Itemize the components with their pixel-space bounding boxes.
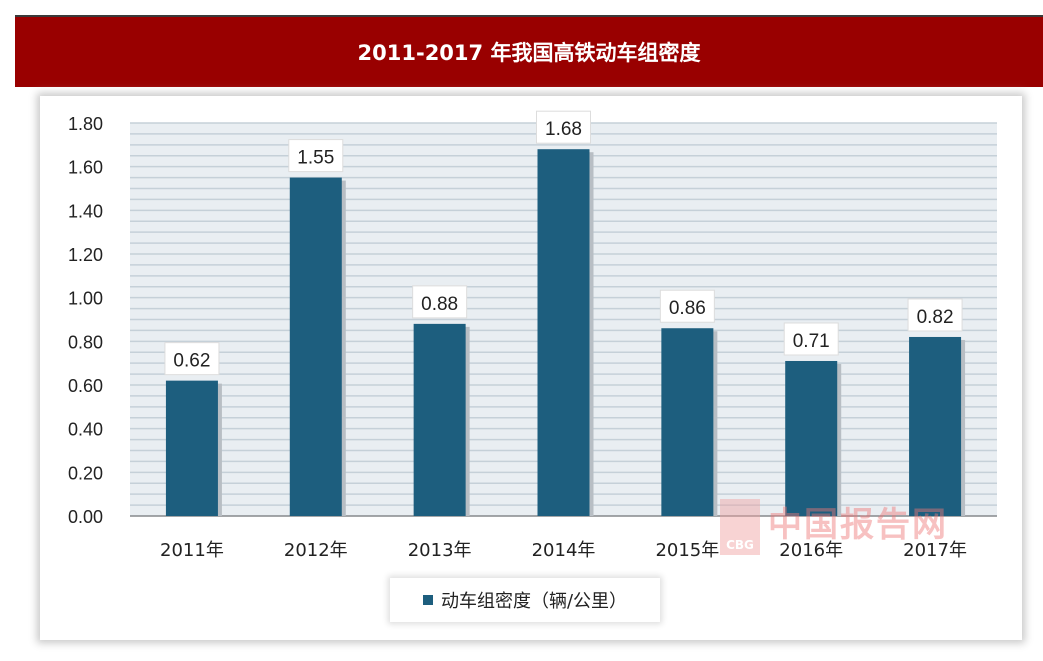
y-tick-label: 0.80 [68,332,103,352]
bar [413,323,466,516]
bar [537,149,590,516]
y-tick-label: 1.00 [68,289,103,309]
data-label: 0.71 [793,331,830,352]
x-tick-label: 2016年 [779,540,843,561]
y-tick-label: 0.40 [68,420,103,440]
y-tick-label: 1.40 [68,201,103,221]
legend-label: 动车组密度（辆/公里） [440,591,628,612]
y-tick-label: 0.00 [68,507,103,527]
y-tick-label: 0.20 [68,463,103,483]
data-label-box [659,289,715,323]
y-tick-label: 1.80 [68,114,103,134]
chart-title: 2011-2017 年我国高铁动车组密度 [15,15,1043,87]
data-label-box [164,342,220,376]
data-label-box [536,110,591,144]
data-label-box [783,322,839,356]
x-tick-label: 2011年 [160,540,224,561]
watermark: CBG 中国报告网 [720,497,948,555]
legend: 动车组密度（辆/公里） [390,578,660,622]
data-label-box [412,285,468,319]
y-tick-label: 0.60 [68,376,103,396]
bar [909,336,962,516]
x-tick-label: 2012年 [284,540,348,561]
data-label: 1.68 [545,119,582,140]
x-tick-label: 2017年 [903,540,967,561]
x-tick-label: 2015年 [655,540,719,561]
bar [661,328,714,516]
data-label: 0.86 [669,298,706,319]
x-tick-label: 2014年 [532,540,596,561]
y-tick-label: 1.60 [68,158,103,178]
data-label-box [288,139,344,173]
data-label: 1.55 [297,148,334,169]
watermark-logo: CBG [720,498,760,555]
x-tick-label: 2013年 [408,540,472,561]
y-tick-label: 1.20 [68,245,103,265]
data-label: 0.62 [173,351,210,372]
data-label: 0.82 [917,307,954,328]
bar [785,360,838,516]
bar [289,177,342,517]
legend-swatch [422,595,433,605]
bar [165,380,218,516]
data-label: 0.88 [421,294,458,315]
watermark-text: 中国报告网 [768,505,948,545]
data-label-box [907,298,963,332]
